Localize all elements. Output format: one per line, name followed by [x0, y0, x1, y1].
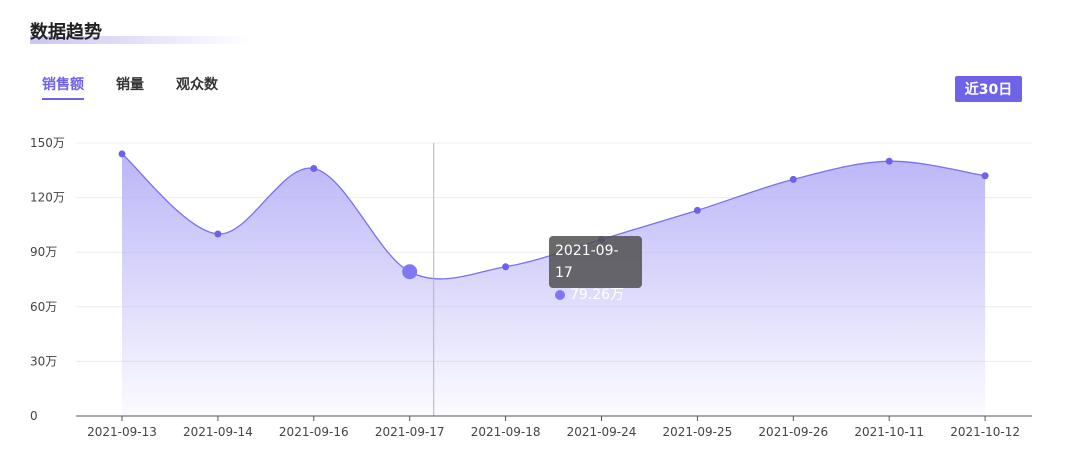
data-point[interactable]	[693, 206, 701, 214]
x-tick-label: 2021-09-17	[375, 425, 445, 439]
y-tick-label: 150万	[30, 136, 65, 150]
y-tick-label: 120万	[30, 191, 65, 205]
tab-sales-amount[interactable]: 销售额	[42, 74, 84, 100]
tooltip-value: 79.26万	[570, 287, 625, 303]
x-tick-label: 2021-09-25	[663, 425, 733, 439]
data-point[interactable]	[502, 263, 510, 271]
x-tick-label: 2021-09-26	[758, 425, 828, 439]
tooltip-series-dot	[555, 290, 565, 300]
data-point[interactable]	[789, 175, 797, 183]
section-title: 数据趋势	[30, 22, 102, 43]
series-line	[121, 153, 986, 280]
tab-viewers[interactable]: 观众数	[176, 77, 218, 93]
tooltip-value-row: 79.26万	[555, 284, 636, 306]
chart-tooltip: 2021-09-17 79.26万	[549, 236, 642, 303]
tab-sales-volume[interactable]: 销量	[116, 77, 144, 93]
x-tick-label: 2021-09-24	[567, 425, 637, 439]
section-header: 数据趋势	[30, 18, 250, 44]
y-tick-label: 0	[30, 409, 38, 423]
data-point[interactable]	[310, 164, 318, 172]
x-tick-label: 2021-09-14	[183, 425, 253, 439]
y-tick-label: 30万	[30, 354, 57, 368]
data-point[interactable]	[885, 157, 893, 165]
date-range-button[interactable]: 近30日	[955, 76, 1022, 102]
data-point[interactable]	[214, 230, 222, 238]
y-tick-label: 90万	[30, 245, 57, 259]
x-tick-label: 2021-09-13	[87, 425, 157, 439]
metric-tabs: 销售额 销量 观众数	[42, 74, 218, 100]
data-point[interactable]	[118, 150, 126, 158]
x-tick-label: 2021-09-16	[279, 425, 349, 439]
x-tick-label: 2021-10-12	[950, 425, 1020, 439]
y-tick-label: 60万	[30, 300, 57, 314]
x-tick-label: 2021-10-11	[854, 425, 924, 439]
data-point[interactable]	[981, 172, 989, 180]
data-point-highlighted[interactable]	[402, 264, 418, 280]
tooltip-date: 2021-09-17	[555, 243, 619, 281]
title-underline	[30, 36, 250, 44]
x-tick-label: 2021-09-18	[471, 425, 541, 439]
